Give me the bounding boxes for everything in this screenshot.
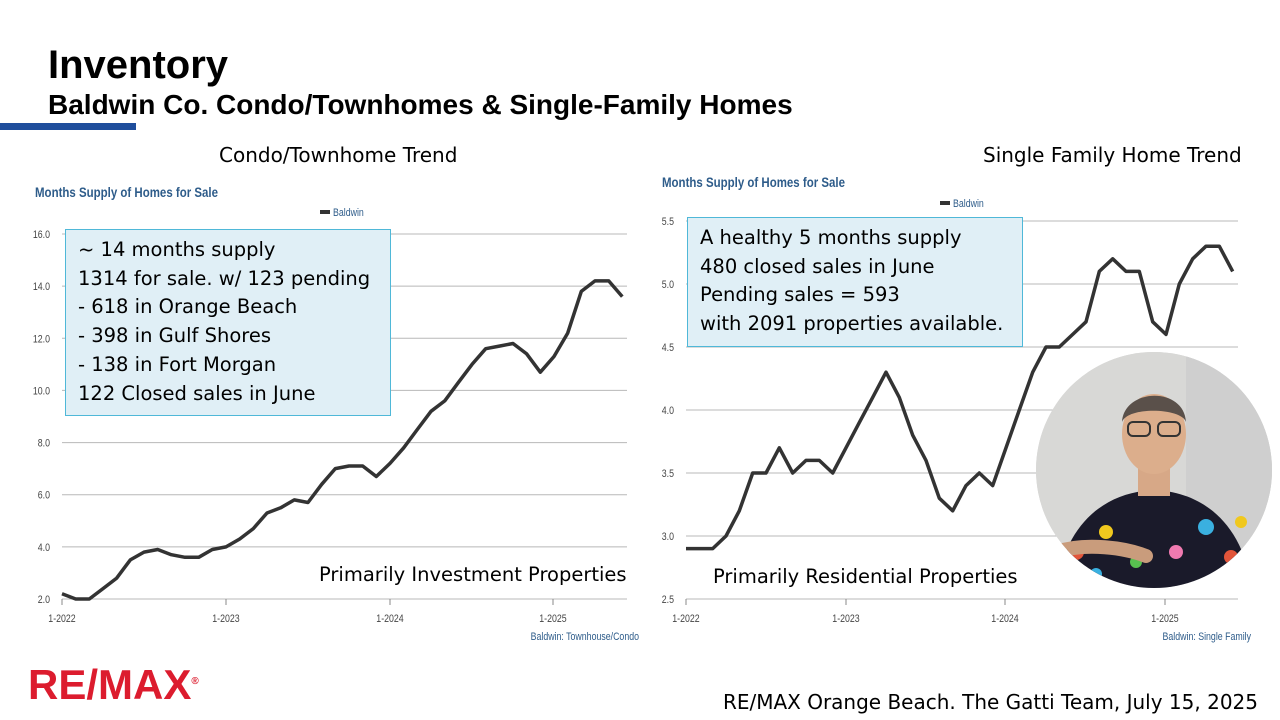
right-chart-heading: Single Family Home Trend	[983, 143, 1242, 167]
x-tick-label: 1-2023	[832, 613, 860, 625]
y-tick-label: 16.0	[33, 229, 51, 241]
y-tick-label: 4.0	[38, 542, 51, 554]
left-callout-line: 1314 for sale. w/ 123 pending	[78, 266, 371, 290]
remax-logo-text: RE/MAX	[28, 661, 192, 708]
chart-title: Months Supply of Homes for Sale	[662, 174, 845, 190]
series-line-baldwin	[61, 279, 624, 601]
chart-title: Months Supply of Homes for Sale	[35, 184, 218, 200]
right-footnote: Primarily Residential Properties	[713, 565, 1018, 588]
right-callout-line: 480 closed sales in June	[700, 254, 935, 278]
y-tick-label: 12.0	[33, 333, 51, 345]
y-tick-label: 8.0	[38, 438, 51, 450]
y-tick-label: 2.0	[38, 594, 51, 606]
y-tick-label: 3.0	[662, 531, 675, 543]
y-tick-label: 4.0	[662, 405, 675, 417]
legend-label: Baldwin	[953, 198, 984, 210]
y-tick-label: 5.0	[662, 279, 675, 291]
y-tick-label: 10.0	[33, 386, 51, 398]
title-accent-bar	[0, 123, 136, 130]
x-tick-label: 1-2024	[991, 613, 1019, 625]
x-tick-label: 1-2025	[1151, 613, 1179, 625]
left-callout-line: ~ 14 months supply	[78, 238, 276, 261]
footer-credit: RE/MAX Orange Beach. The Gatti Team, Jul…	[722, 690, 1258, 714]
right-callout: A healthy 5 months supply 480 closed sal…	[687, 217, 1023, 347]
left-callout-line: - 618 in Orange Beach	[78, 295, 298, 319]
y-tick-label: 3.5	[662, 468, 675, 480]
x-tick-label: 1-2023	[212, 613, 240, 625]
y-tick-label: 2.5	[662, 594, 675, 606]
page-title: Inventory	[48, 43, 229, 87]
page-subtitle: Baldwin Co. Condo/Townhomes & Single-Fam…	[48, 89, 793, 120]
left-callout-line: - 138 in Fort Morgan	[78, 352, 277, 376]
left-callout: ~ 14 months supply 1314 for sale. w/ 123…	[65, 229, 391, 416]
chart-source: Baldwin: Single Family	[1163, 631, 1251, 643]
remax-logo: RE/MAX®	[28, 661, 199, 708]
chart-source: Baldwin: Townhouse/Condo	[531, 631, 640, 643]
x-tick-label: 1-2025	[539, 613, 567, 625]
y-tick-label: 14.0	[33, 281, 51, 293]
x-tick-label: 1-2022	[48, 613, 76, 625]
x-tick-label: 1-2024	[376, 613, 404, 625]
left-callout-line: - 398 in Gulf Shores	[78, 324, 271, 348]
y-tick-label: 5.5	[662, 216, 675, 228]
left-footnote: Primarily Investment Properties	[319, 563, 627, 586]
legend-label: Baldwin	[333, 207, 364, 219]
right-callout-line: Pending sales = 593	[700, 283, 900, 307]
presenter-webcam	[1036, 352, 1272, 588]
left-chart-heading: Condo/Townhome Trend	[219, 143, 458, 167]
presenter-icon	[1036, 352, 1272, 588]
y-tick-label: 6.0	[38, 490, 51, 502]
right-callout-line: with 2091 properties available.	[700, 312, 1004, 336]
right-callout-line: A healthy 5 months supply	[700, 226, 962, 249]
left-callout-line: 122 Closed sales in June	[78, 381, 316, 405]
series-line-baldwin	[686, 244, 1235, 551]
y-tick-label: 4.5	[662, 342, 675, 354]
x-tick-label: 1-2022	[672, 613, 700, 625]
